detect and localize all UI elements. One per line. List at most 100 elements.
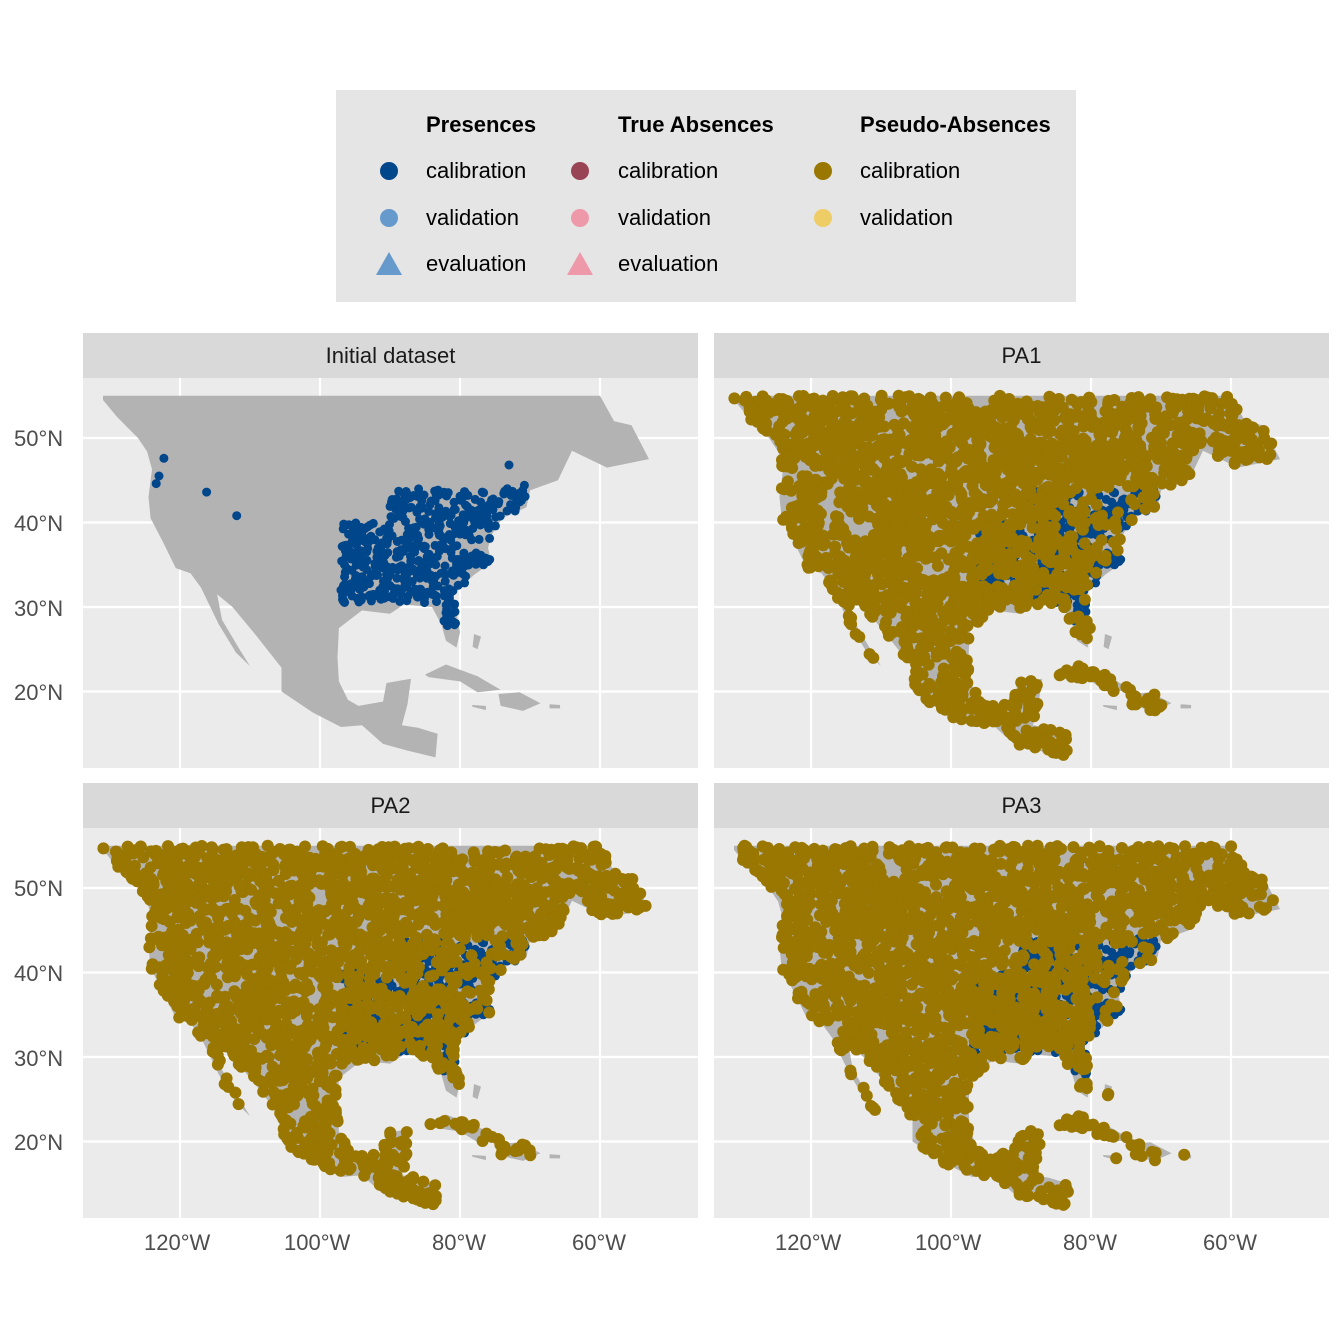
pseudo-absence-point xyxy=(1223,398,1236,411)
pseudo-absence-point xyxy=(955,713,968,726)
pseudo-absence-point xyxy=(857,457,869,470)
pseudo-absence-point xyxy=(1084,493,1097,505)
pseudo-absence-point xyxy=(1234,446,1247,459)
pseudo-absence-point xyxy=(793,390,805,403)
presence-point xyxy=(436,568,446,578)
presence-point xyxy=(395,596,405,606)
pseudo-absence-point xyxy=(915,414,928,427)
pseudo-absence-point xyxy=(868,405,881,418)
presence-point xyxy=(413,592,423,602)
pseudo-absence-point xyxy=(947,473,960,486)
pseudo-absence-point xyxy=(728,392,741,405)
pseudo-absence-point xyxy=(968,459,981,472)
pseudo-absence-point xyxy=(966,551,979,564)
pseudo-absence-point xyxy=(974,516,986,529)
presence-point xyxy=(424,956,434,966)
pseudo-absence-point xyxy=(809,473,822,486)
pseudo-absence-point xyxy=(954,486,967,499)
pseudo-absence-point xyxy=(844,470,857,482)
legend-triangle-icon xyxy=(376,252,402,275)
presence-point xyxy=(468,514,478,524)
presence-point xyxy=(375,588,385,598)
pseudo-absence-point xyxy=(1076,672,1089,685)
pseudo-absence-point xyxy=(966,571,978,584)
presence-point xyxy=(385,501,395,511)
pseudo-absence-point xyxy=(1090,566,1103,579)
presence-point xyxy=(398,574,408,584)
panel-title: PA2 xyxy=(83,783,698,828)
pseudo-absence-point xyxy=(1064,486,1077,499)
pseudo-absence-point xyxy=(1004,425,1017,438)
presence-point xyxy=(520,492,530,501)
presence-point xyxy=(404,490,413,500)
presence-point xyxy=(458,510,468,520)
presence-point xyxy=(416,584,426,594)
pseudo-absence-point xyxy=(848,590,861,602)
pseudo-absence-point xyxy=(817,539,830,552)
pseudo-absence-point xyxy=(852,574,865,587)
pseudo-absence-point xyxy=(905,507,918,520)
presence-point xyxy=(151,479,161,489)
pseudo-absence-point xyxy=(831,425,844,438)
pseudo-absence-point xyxy=(873,475,885,488)
pseudo-absence-point xyxy=(1128,498,1141,511)
presence-point xyxy=(1118,495,1128,505)
pseudo-absence-point xyxy=(1067,425,1080,437)
pseudo-absence-point xyxy=(822,562,835,574)
pseudo-absence-point xyxy=(1148,500,1161,513)
pseudo-absence-point xyxy=(1015,676,1028,689)
pseudo-absence-point xyxy=(944,410,957,423)
pseudo-absence-point xyxy=(1150,401,1163,414)
pseudo-absence-point xyxy=(1140,450,1153,463)
pseudo-absence-point xyxy=(1113,533,1126,546)
pseudo-absence-point xyxy=(1253,451,1266,464)
pseudo-absence-point xyxy=(916,471,929,484)
pseudo-absence-point xyxy=(947,399,960,412)
pseudo-absence-point xyxy=(1001,440,1014,453)
pseudo-absence-point xyxy=(897,482,910,495)
presence-point xyxy=(450,599,459,609)
pseudo-absence-point xyxy=(257,1085,270,1098)
pseudo-absence-point xyxy=(994,704,1007,717)
pseudo-absence-point xyxy=(907,406,920,419)
presence-point xyxy=(401,517,410,527)
pseudo-absence-point xyxy=(770,402,783,415)
presence-point xyxy=(442,621,452,631)
pseudo-absence-point xyxy=(842,599,855,612)
pseudo-absence-point xyxy=(1011,456,1024,468)
pseudo-absence-point xyxy=(750,409,763,422)
pseudo-absence-point xyxy=(959,471,972,483)
presence-point xyxy=(350,574,360,584)
presence-point xyxy=(339,596,349,606)
presence-point xyxy=(430,590,440,600)
pseudo-absence-point xyxy=(857,403,870,415)
pseudo-absence-point xyxy=(1065,393,1078,406)
presence-point xyxy=(415,573,425,583)
pseudo-absence-point xyxy=(1091,670,1103,683)
presence-point xyxy=(340,567,350,577)
pseudo-absence-point xyxy=(934,411,947,423)
pseudo-absence-point xyxy=(1155,437,1167,450)
pseudo-absence-point xyxy=(830,510,842,523)
pseudo-absence-point xyxy=(878,497,891,510)
pseudo-absence-point xyxy=(1120,681,1133,694)
pseudo-absence-point xyxy=(937,632,950,645)
pseudo-absence-point xyxy=(793,480,806,492)
pseudo-absence-point xyxy=(923,678,936,690)
pseudo-absence-point xyxy=(824,456,837,469)
pseudo-absence-point xyxy=(914,489,927,502)
pseudo-absence-point xyxy=(1008,729,1021,742)
presence-point xyxy=(159,453,169,463)
presence-point xyxy=(485,533,495,543)
presence-point xyxy=(411,522,421,532)
presence-point xyxy=(413,556,423,566)
pseudo-absence-point xyxy=(776,454,788,466)
pseudo-absence-point xyxy=(1107,685,1120,697)
pseudo-absence-point xyxy=(812,427,825,440)
pseudo-absence-point xyxy=(482,848,495,861)
pseudo-absence-point xyxy=(1246,433,1259,446)
pseudo-absence-point xyxy=(1078,593,1091,606)
presence-point xyxy=(358,562,368,572)
island xyxy=(472,634,481,650)
pseudo-absence-point xyxy=(830,466,843,479)
